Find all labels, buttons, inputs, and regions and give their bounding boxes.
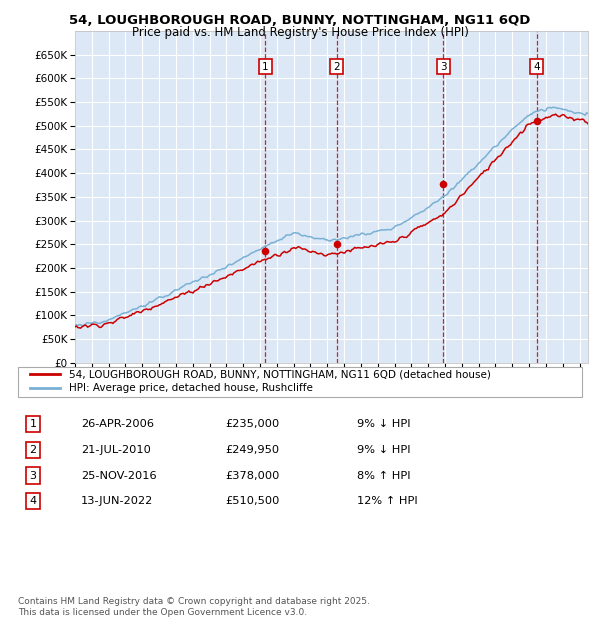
Text: £510,500: £510,500 — [225, 496, 280, 506]
Text: 25-NOV-2016: 25-NOV-2016 — [81, 471, 157, 480]
Text: 3: 3 — [29, 471, 37, 480]
Text: 9% ↓ HPI: 9% ↓ HPI — [357, 419, 410, 429]
Point — [332, 239, 341, 249]
Text: 4: 4 — [533, 61, 540, 71]
Text: 54, LOUGHBOROUGH ROAD, BUNNY, NOTTINGHAM, NG11 6QD (detached house): 54, LOUGHBOROUGH ROAD, BUNNY, NOTTINGHAM… — [69, 370, 491, 379]
Text: 8% ↑ HPI: 8% ↑ HPI — [357, 471, 410, 480]
Text: 2: 2 — [29, 445, 37, 455]
Text: 1: 1 — [29, 419, 37, 429]
Text: 2: 2 — [333, 61, 340, 71]
Text: HPI: Average price, detached house, Rushcliffe: HPI: Average price, detached house, Rush… — [69, 383, 313, 393]
Text: 4: 4 — [29, 496, 37, 506]
Text: 12% ↑ HPI: 12% ↑ HPI — [357, 496, 418, 506]
Text: 13-JUN-2022: 13-JUN-2022 — [81, 496, 153, 506]
Point — [260, 246, 270, 256]
Text: 9% ↓ HPI: 9% ↓ HPI — [357, 445, 410, 455]
Text: Contains HM Land Registry data © Crown copyright and database right 2025.
This d: Contains HM Land Registry data © Crown c… — [18, 598, 370, 617]
Point — [532, 116, 541, 126]
Text: £235,000: £235,000 — [225, 419, 279, 429]
Text: 1: 1 — [262, 61, 269, 71]
Text: 21-JUL-2010: 21-JUL-2010 — [81, 445, 151, 455]
Text: £249,950: £249,950 — [225, 445, 279, 455]
Text: 54, LOUGHBOROUGH ROAD, BUNNY, NOTTINGHAM, NG11 6QD: 54, LOUGHBOROUGH ROAD, BUNNY, NOTTINGHAM… — [70, 14, 530, 27]
Text: 3: 3 — [440, 61, 446, 71]
Point — [439, 179, 448, 188]
Text: Price paid vs. HM Land Registry's House Price Index (HPI): Price paid vs. HM Land Registry's House … — [131, 26, 469, 39]
Text: 26-APR-2006: 26-APR-2006 — [81, 419, 154, 429]
Text: £378,000: £378,000 — [225, 471, 280, 480]
